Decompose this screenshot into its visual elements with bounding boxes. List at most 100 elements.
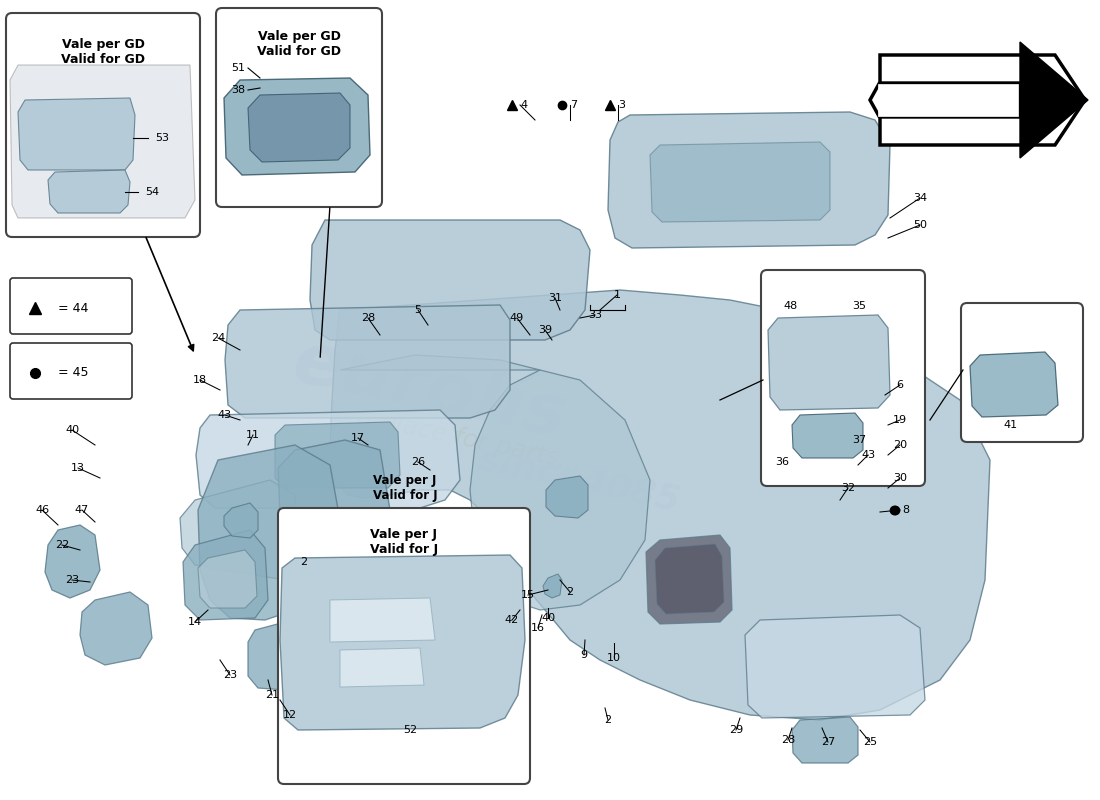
Polygon shape — [768, 315, 890, 410]
Text: 35: 35 — [852, 301, 866, 311]
Text: 34: 34 — [913, 193, 927, 203]
Polygon shape — [226, 305, 510, 418]
Text: 41: 41 — [1003, 420, 1018, 430]
FancyBboxPatch shape — [278, 508, 530, 784]
Text: 10: 10 — [607, 653, 621, 663]
Text: 53: 53 — [155, 133, 169, 143]
Text: 37: 37 — [852, 435, 866, 445]
Polygon shape — [80, 592, 152, 665]
Text: 23: 23 — [65, 575, 79, 585]
Polygon shape — [546, 476, 589, 518]
Polygon shape — [275, 422, 400, 488]
FancyBboxPatch shape — [6, 13, 200, 237]
Text: 26: 26 — [411, 457, 425, 467]
Text: 33: 33 — [588, 310, 602, 320]
Polygon shape — [45, 525, 100, 598]
Text: 29: 29 — [729, 725, 744, 735]
Polygon shape — [180, 480, 300, 580]
FancyBboxPatch shape — [216, 8, 382, 207]
Text: 43: 43 — [218, 410, 232, 420]
Polygon shape — [18, 98, 135, 170]
FancyBboxPatch shape — [761, 270, 925, 486]
Text: 20: 20 — [893, 440, 907, 450]
Text: 2: 2 — [300, 557, 307, 567]
Polygon shape — [654, 544, 724, 614]
Text: 9: 9 — [581, 650, 587, 660]
Polygon shape — [870, 55, 1085, 145]
Text: = 45: = 45 — [58, 366, 88, 379]
Text: 21: 21 — [265, 690, 279, 700]
Text: a place for parts...: a place for parts... — [355, 405, 584, 475]
Text: 1: 1 — [614, 290, 620, 300]
Text: 2: 2 — [604, 715, 612, 725]
Polygon shape — [970, 352, 1058, 417]
Polygon shape — [792, 413, 864, 458]
Text: 48: 48 — [783, 301, 798, 311]
Text: 31: 31 — [548, 293, 562, 303]
Polygon shape — [330, 598, 434, 642]
Text: 52: 52 — [403, 725, 417, 735]
Polygon shape — [878, 84, 1018, 116]
Text: 40: 40 — [541, 613, 556, 623]
Text: 12: 12 — [283, 710, 297, 720]
Polygon shape — [745, 615, 925, 718]
Text: 42: 42 — [505, 615, 519, 625]
Text: 38: 38 — [231, 85, 245, 95]
Text: 16: 16 — [531, 623, 544, 633]
Polygon shape — [248, 93, 350, 162]
Text: 6: 6 — [896, 380, 903, 390]
Polygon shape — [880, 42, 1088, 158]
FancyBboxPatch shape — [10, 343, 132, 399]
Text: 25: 25 — [862, 737, 877, 747]
Polygon shape — [280, 555, 525, 730]
Text: 7: 7 — [571, 100, 578, 110]
Polygon shape — [330, 290, 990, 720]
Text: Vale per J
Valid for J: Vale per J Valid for J — [373, 474, 438, 502]
Text: 24: 24 — [211, 333, 226, 343]
Text: 47: 47 — [75, 505, 89, 515]
Text: = 44: = 44 — [58, 302, 88, 314]
Text: 19: 19 — [893, 415, 907, 425]
Text: 36: 36 — [776, 457, 789, 467]
Text: 54: 54 — [145, 187, 160, 197]
Text: 28: 28 — [361, 313, 375, 323]
Text: 13: 13 — [72, 463, 85, 473]
Polygon shape — [650, 142, 830, 222]
Text: 15: 15 — [521, 590, 535, 600]
Text: Vale per GD
Valid for GD: Vale per GD Valid for GD — [257, 30, 341, 58]
Text: 8: 8 — [902, 505, 910, 515]
Text: 50: 50 — [913, 220, 927, 230]
Polygon shape — [340, 355, 650, 610]
Polygon shape — [198, 445, 340, 620]
Polygon shape — [646, 535, 732, 624]
Polygon shape — [608, 112, 890, 248]
Polygon shape — [198, 550, 257, 608]
Text: 5: 5 — [415, 305, 421, 315]
Text: Vale per GD
Valid for GD: Vale per GD Valid for GD — [60, 38, 145, 66]
Text: 40: 40 — [65, 425, 79, 435]
Polygon shape — [224, 78, 370, 175]
Polygon shape — [543, 574, 562, 598]
Text: 49: 49 — [510, 313, 524, 323]
Polygon shape — [340, 648, 424, 687]
Text: since4085: since4085 — [475, 442, 684, 518]
Text: 18: 18 — [192, 375, 207, 385]
Polygon shape — [248, 622, 298, 690]
Text: 11: 11 — [246, 430, 260, 440]
Text: 14: 14 — [188, 617, 202, 627]
Polygon shape — [310, 220, 590, 340]
Text: 32: 32 — [840, 483, 855, 493]
Text: 46: 46 — [35, 505, 50, 515]
Text: 28: 28 — [781, 735, 795, 745]
Text: 23: 23 — [223, 670, 238, 680]
Polygon shape — [196, 410, 460, 508]
Polygon shape — [183, 530, 268, 620]
Text: 51: 51 — [231, 63, 245, 73]
FancyBboxPatch shape — [10, 278, 132, 334]
Text: 30: 30 — [893, 473, 907, 483]
Text: eurolís: eurolís — [287, 327, 573, 453]
Text: Vale per J
Valid for J: Vale per J Valid for J — [370, 528, 438, 556]
Text: 43: 43 — [861, 450, 876, 460]
Text: 3: 3 — [618, 100, 626, 110]
Text: 22: 22 — [55, 540, 69, 550]
